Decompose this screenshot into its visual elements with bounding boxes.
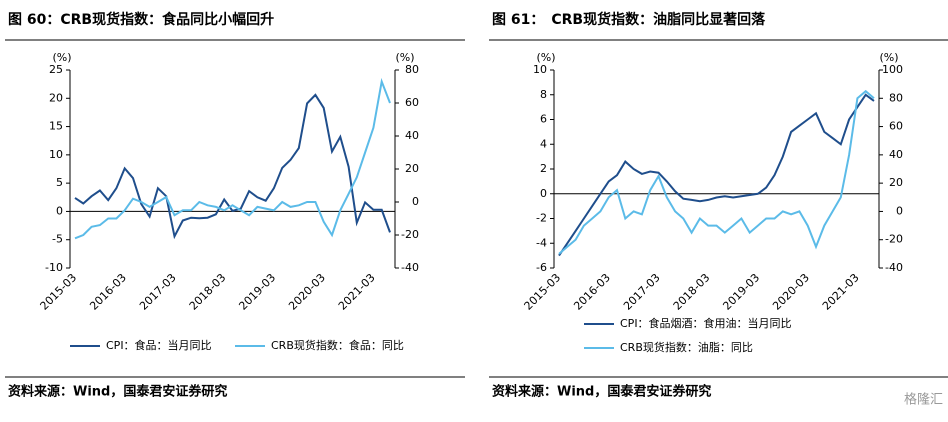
series-line (74, 77, 391, 240)
y-tick-label: 0 (540, 187, 547, 200)
x-tick-label: 2015-03 (38, 271, 80, 313)
y-tick-label: 8 (540, 88, 547, 101)
y2-tick-label: 100 (882, 63, 903, 76)
y-tick-label: -5 (52, 233, 63, 246)
chart-title: 图 61： CRB现货指数：油脂同比显著回落 (492, 11, 766, 28)
x-tick-label: 2020-03 (286, 271, 328, 313)
y-tick-label: 4 (540, 137, 547, 150)
y2-unit: (%) (395, 51, 414, 64)
y-tick-label: 6 (540, 113, 547, 126)
y2-tick-label: 60 (405, 96, 419, 109)
x-tick-label: 2015-03 (522, 271, 564, 313)
y2-unit: (%) (879, 51, 898, 64)
x-tick-label: 2018-03 (671, 271, 713, 313)
y-unit: (%) (536, 51, 555, 64)
x-tick-label: 2019-03 (720, 271, 762, 313)
y2-tick-label: -20 (885, 233, 903, 246)
y-tick-label: -6 (536, 261, 547, 274)
y-unit: (%) (52, 51, 71, 64)
series-line (74, 93, 391, 240)
y-tick-label: -2 (536, 212, 547, 225)
y-tick-label: 0 (56, 204, 63, 217)
series-line (558, 89, 875, 255)
y-tick-label: 5 (56, 176, 63, 189)
y-tick-label: 25 (49, 63, 63, 76)
y2-tick-label: 40 (405, 129, 419, 142)
y2-tick-label: 20 (889, 176, 903, 189)
y-tick-label: 15 (49, 120, 63, 133)
y-tick-label: 20 (49, 91, 63, 104)
source: 资料来源：Wind，国泰君安证券研究 (492, 384, 711, 400)
x-tick-label: 2016-03 (87, 271, 129, 313)
y2-tick-label: 40 (889, 148, 903, 161)
legend-label: CPI：食品烟酒：食用油：当月同比 (620, 316, 792, 330)
x-tick-label: 2020-03 (770, 271, 812, 313)
legend-label: CRB现货指数：油脂：同比 (620, 340, 753, 354)
y2-tick-label: 80 (889, 91, 903, 104)
chart-title: 图 60：CRB现货指数：食品同比小幅回升 (8, 11, 274, 28)
legend-label: CRB现货指数：食品：同比 (271, 338, 404, 352)
y-tick-label: -10 (45, 261, 63, 274)
y2-tick-label: 0 (412, 195, 419, 208)
y2-tick-label: -40 (401, 261, 419, 274)
y2-tick-label: 20 (405, 162, 419, 175)
y2-tick-label: -40 (885, 261, 903, 274)
watermark: 格隆汇 (904, 392, 943, 408)
y-tick-label: 10 (533, 63, 547, 76)
y2-tick-label: 60 (889, 120, 903, 133)
source: 资料来源：Wind，国泰君安证券研究 (8, 384, 227, 400)
y2-tick-label: 0 (896, 204, 903, 217)
legend-label: CPI：食品：当月同比 (106, 338, 212, 352)
x-tick-label: 2018-03 (187, 271, 229, 313)
y2-tick-label: 80 (405, 63, 419, 76)
series-line (558, 93, 875, 257)
x-tick-label: 2021-03 (336, 271, 378, 313)
x-tick-label: 2017-03 (137, 271, 179, 313)
x-tick-label: 2017-03 (621, 271, 663, 313)
y-tick-label: 10 (49, 148, 63, 161)
y-tick-label: 2 (540, 162, 547, 175)
y2-tick-label: -20 (401, 228, 419, 241)
x-tick-label: 2016-03 (571, 271, 613, 313)
y-tick-label: -4 (536, 236, 547, 249)
x-tick-label: 2019-03 (236, 271, 278, 313)
x-tick-label: 2021-03 (820, 271, 862, 313)
